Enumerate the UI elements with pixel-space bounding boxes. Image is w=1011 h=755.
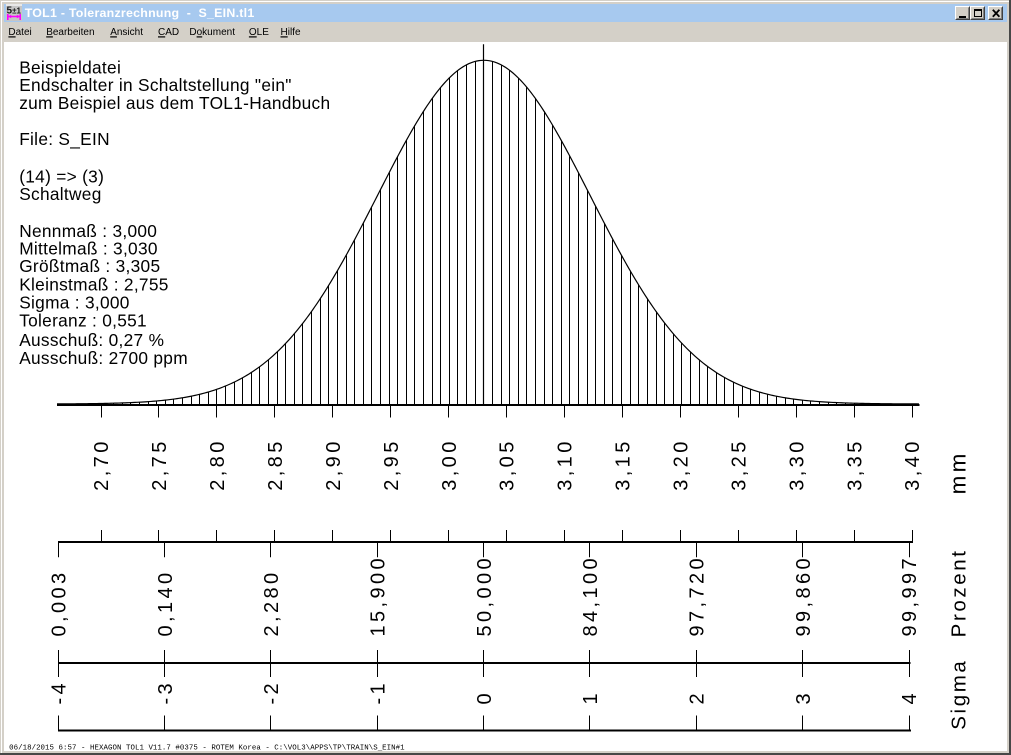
svg-text:TOL1 - Toleranzrechnung - S_: TOL1 - Toleranzrechnung - S_EIN.tl1 <box>25 6 255 20</box>
svg-text:2,95: 2,95 <box>381 438 403 491</box>
svg-text:0,140: 0,140 <box>155 569 177 636</box>
svg-text:Ausschuß: 0,27 %: Ausschuß: 0,27 % <box>19 330 164 350</box>
svg-text:mm: mm <box>946 450 971 494</box>
svg-text:Hilfe: Hilfe <box>281 27 301 38</box>
svg-text:97,720: 97,720 <box>687 555 709 637</box>
svg-text:Bearbeiten: Bearbeiten <box>46 27 94 38</box>
svg-text:Nennmaß : 3,000: Nennmaß : 3,000 <box>19 221 157 241</box>
svg-text:2,280: 2,280 <box>261 569 283 636</box>
svg-text:Datei: Datei <box>8 27 31 38</box>
svg-text:3,00: 3,00 <box>439 438 461 491</box>
svg-text:3,25: 3,25 <box>728 438 750 491</box>
svg-text:-3: -3 <box>155 680 177 705</box>
svg-text:Schaltweg: Schaltweg <box>19 184 101 204</box>
svg-text:(14) => (3): (14) => (3) <box>19 167 104 187</box>
svg-text:3,20: 3,20 <box>671 438 693 491</box>
svg-text:06/18/2015 6:57 - HEXAGON TOL1: 06/18/2015 6:57 - HEXAGON TOL1 V11.7 #03… <box>9 744 405 752</box>
svg-text:2,80: 2,80 <box>207 438 229 491</box>
svg-text:Kleinstmaß : 2,755: Kleinstmaß : 2,755 <box>19 275 168 295</box>
svg-text:3: 3 <box>793 690 815 705</box>
svg-text:3,15: 3,15 <box>613 438 635 491</box>
svg-text:Beispieldatei: Beispieldatei <box>19 58 121 78</box>
svg-text:CAD: CAD <box>158 27 179 38</box>
svg-text:2,85: 2,85 <box>265 438 287 491</box>
svg-text:2,70: 2,70 <box>91 438 113 491</box>
svg-text:Sigma: Sigma <box>948 659 971 730</box>
svg-text:Toleranz : 0,551: Toleranz : 0,551 <box>19 311 147 331</box>
svg-text:3,40: 3,40 <box>902 438 924 491</box>
svg-text:3,30: 3,30 <box>786 438 808 491</box>
svg-text:File: S_EIN: File: S_EIN <box>19 129 110 149</box>
svg-text:-1: -1 <box>367 680 389 705</box>
svg-text:Ansicht: Ansicht <box>110 27 143 38</box>
svg-text:3,05: 3,05 <box>497 438 519 491</box>
svg-text:1: 1 <box>580 690 602 705</box>
svg-text:Sigma : 3,000: Sigma : 3,000 <box>19 292 130 312</box>
svg-text:-4: -4 <box>48 680 70 705</box>
svg-text:-2: -2 <box>261 680 283 705</box>
svg-text:2: 2 <box>687 690 709 705</box>
svg-text:99,860: 99,860 <box>793 555 815 637</box>
svg-text:4: 4 <box>899 690 921 705</box>
svg-text:84,100: 84,100 <box>580 555 602 637</box>
svg-text:0: 0 <box>474 690 496 705</box>
svg-text:15,900: 15,900 <box>367 555 389 637</box>
svg-text:99,997: 99,997 <box>899 555 921 637</box>
svg-text:3,10: 3,10 <box>555 438 577 491</box>
svg-text:3,35: 3,35 <box>844 438 866 491</box>
svg-text:5±1: 5±1 <box>7 6 22 17</box>
svg-text:Dokument: Dokument <box>189 27 235 38</box>
svg-text:50,000: 50,000 <box>474 555 496 637</box>
svg-text:Endschalter in Schaltstellung: Endschalter in Schaltstellung "ein" <box>19 75 292 95</box>
svg-text:Mittelmaß : 3,030: Mittelmaß : 3,030 <box>19 239 158 259</box>
svg-text:2,90: 2,90 <box>323 438 345 491</box>
svg-text:OLE: OLE <box>249 27 269 38</box>
svg-text:Prozent: Prozent <box>948 548 971 637</box>
svg-text:0,003: 0,003 <box>48 569 70 636</box>
svg-text:zum Beispiel aus dem TOL1-Hand: zum Beispiel aus dem TOL1-Handbuch <box>19 93 330 113</box>
svg-text:2,75: 2,75 <box>149 438 171 491</box>
svg-text:Ausschuß: 2700 ppm: Ausschuß: 2700 ppm <box>19 348 188 368</box>
svg-text:Größtmaß : 3,305: Größtmaß : 3,305 <box>19 256 160 276</box>
